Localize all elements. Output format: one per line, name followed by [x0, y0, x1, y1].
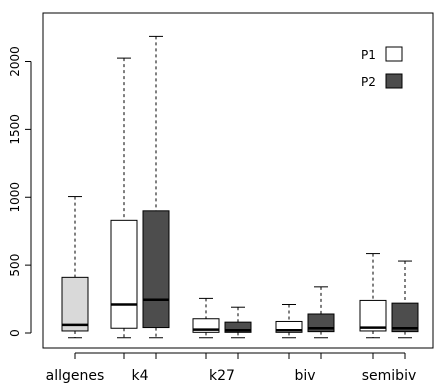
- x-category-label: allgenes: [46, 368, 105, 384]
- legend-swatch-p2: [385, 73, 403, 89]
- box-group-k27: [192, 297, 252, 339]
- box-group-k4: [110, 35, 170, 339]
- box-group-allgenes: [61, 196, 89, 339]
- legend: P1 P2: [361, 46, 403, 89]
- box-k4-p1: [110, 219, 138, 329]
- x-category-label: semibiv: [362, 368, 417, 384]
- plot-frame: [42, 12, 434, 349]
- legend-label: P2: [361, 75, 376, 89]
- box-group-biv: [275, 286, 335, 339]
- legend-label: P1: [361, 48, 376, 62]
- y-tick-label: 1500: [8, 114, 22, 145]
- y-tick-label: 2000: [8, 46, 22, 77]
- y-tick-label: 500: [8, 254, 22, 277]
- legend-swatch-p1: [385, 46, 403, 62]
- y-tick-label: 1000: [8, 182, 22, 213]
- box-semibiv-p2: [391, 302, 419, 333]
- box-allgenes: [61, 276, 89, 332]
- x-category-label: biv: [294, 368, 315, 384]
- box-semibiv-p1: [359, 299, 387, 332]
- box-k4-p2: [142, 210, 170, 329]
- y-tick-label: 0: [8, 329, 22, 337]
- x-category-label: k4: [131, 368, 148, 384]
- box-k27-p2: [224, 321, 252, 333]
- box-biv-p1: [275, 320, 303, 333]
- x-category-label: k27: [209, 368, 235, 384]
- box-group-semibiv: [359, 253, 419, 339]
